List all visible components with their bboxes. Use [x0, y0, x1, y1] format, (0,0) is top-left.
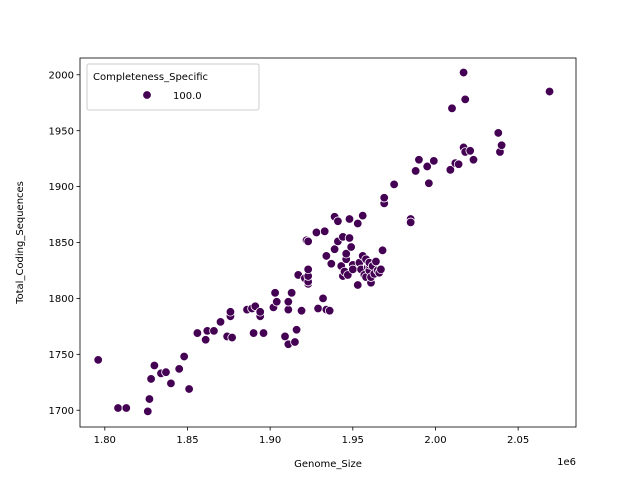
data-point	[379, 193, 389, 203]
data-point	[248, 328, 259, 338]
data-point	[280, 331, 290, 342]
data-point	[286, 288, 297, 298]
data-point	[215, 317, 226, 327]
data-point	[270, 288, 280, 298]
x-axis-label: Genome_Size	[294, 459, 362, 470]
data-point	[447, 103, 457, 114]
y-axis-ticks: 1700 1750 1800 1850 1900 1950 2000	[49, 70, 80, 417]
legend-marker	[142, 90, 152, 100]
data-point	[318, 293, 328, 304]
x-tick-label: 1.95	[342, 435, 364, 446]
y-tick-label: 1700	[49, 406, 74, 417]
data-point	[149, 360, 160, 371]
data-point	[422, 161, 432, 172]
data-point	[311, 227, 322, 238]
x-tick-label: 2.00	[424, 435, 446, 446]
data-point	[445, 165, 456, 175]
data-point	[272, 297, 282, 307]
data-point	[93, 355, 103, 365]
data-point	[321, 251, 332, 261]
y-axis-label: Total_Coding_Sequences	[15, 181, 26, 305]
data-point	[333, 216, 343, 226]
data-point	[143, 406, 153, 417]
y-tick-label: 1750	[49, 350, 74, 361]
data-point	[313, 303, 323, 314]
legend-box	[86, 63, 260, 111]
data-point	[377, 245, 388, 256]
x-axis-offset-label: 1e6	[557, 457, 576, 468]
data-point	[341, 248, 351, 259]
data-point	[166, 378, 176, 389]
legend: Completeness_Specific 100.0	[86, 63, 260, 111]
data-point	[225, 307, 236, 317]
data-point	[353, 280, 363, 290]
data-point	[465, 146, 475, 156]
data-point	[344, 233, 355, 243]
data-point	[496, 140, 507, 150]
data-point	[405, 217, 416, 228]
x-tick-label: 2.05	[507, 435, 529, 446]
y-tick-label: 1900	[49, 182, 74, 193]
data-point	[200, 335, 211, 345]
y-tick-label: 1950	[49, 126, 74, 137]
legend-entry-label: 100.0	[173, 91, 202, 102]
data-point	[121, 403, 131, 413]
data-point	[144, 394, 155, 404]
data-point	[429, 156, 439, 166]
data-point	[227, 332, 237, 343]
data-point	[179, 351, 189, 362]
data-point	[453, 159, 464, 169]
data-point	[460, 94, 470, 105]
data-points	[93, 67, 555, 417]
data-point	[376, 264, 386, 275]
data-point	[468, 155, 479, 165]
x-tick-label: 1.80	[94, 435, 116, 446]
data-point	[348, 264, 358, 275]
data-point	[371, 256, 381, 267]
y-tick-label: 1800	[49, 294, 74, 305]
legend-title: Completeness_Specific	[93, 72, 208, 83]
data-point	[290, 337, 300, 347]
data-point	[283, 297, 294, 307]
data-point	[113, 403, 123, 413]
data-point	[258, 328, 269, 338]
data-point	[544, 86, 555, 97]
data-point	[303, 264, 313, 275]
data-point	[353, 218, 363, 229]
data-point	[424, 178, 434, 188]
data-point	[344, 214, 355, 224]
data-point	[329, 244, 340, 254]
y-tick-label: 1850	[49, 238, 74, 249]
data-point	[291, 325, 302, 335]
data-point	[389, 179, 399, 190]
data-point	[283, 304, 294, 315]
data-point	[174, 364, 184, 374]
data-point	[184, 384, 194, 394]
data-point	[319, 226, 330, 237]
x-axis-ticks: 1.80 1.85 1.90 1.95 2.00 2.05	[94, 427, 529, 446]
data-point	[192, 328, 203, 338]
data-point	[161, 367, 171, 377]
data-point	[414, 155, 424, 165]
data-point	[358, 210, 368, 221]
data-point	[458, 67, 469, 78]
x-tick-label: 1.90	[259, 435, 281, 446]
data-point	[146, 374, 156, 384]
legend-entries: 100.0	[142, 90, 202, 102]
data-point	[324, 306, 335, 316]
data-point	[326, 259, 337, 269]
y-tick-label: 2000	[49, 70, 74, 81]
data-point	[296, 306, 307, 316]
data-point	[303, 236, 313, 247]
data-point	[209, 326, 219, 336]
x-tick-label: 1.85	[176, 435, 198, 446]
data-point	[346, 242, 356, 252]
data-point	[493, 128, 503, 138]
data-point	[255, 307, 265, 317]
data-point	[410, 166, 421, 176]
